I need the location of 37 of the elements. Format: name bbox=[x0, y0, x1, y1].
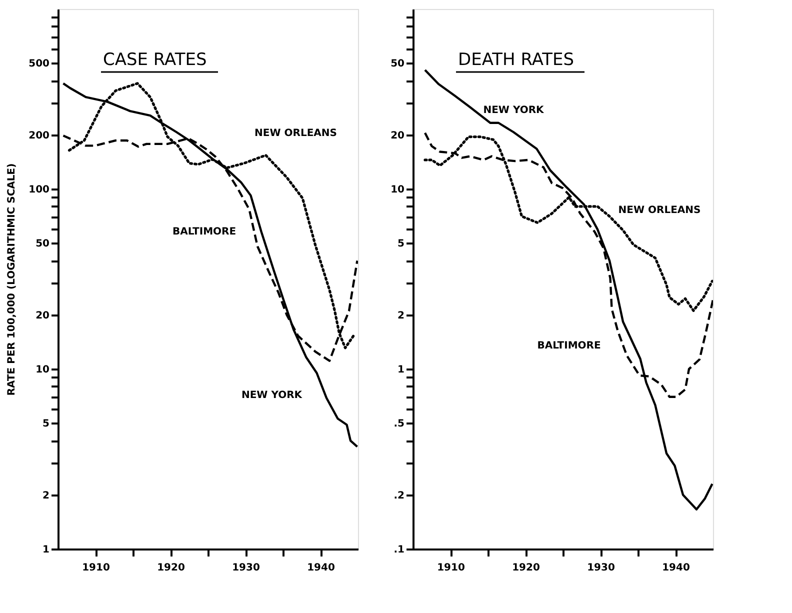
y-tick-label: 2 bbox=[398, 310, 405, 322]
y-tick-label: 200 bbox=[28, 130, 50, 142]
y-tick-label: 5 bbox=[42, 418, 50, 430]
y-tick-label: 20 bbox=[390, 130, 405, 142]
y-tick-label: 500 bbox=[28, 58, 50, 70]
x-tick-label: 1910 bbox=[82, 562, 110, 574]
x-tick-label: 1920 bbox=[512, 562, 540, 574]
y-tick-label: 50 bbox=[36, 238, 50, 250]
annotation: BALTIMORE bbox=[172, 226, 236, 238]
annotation: NEW ORLEANS bbox=[254, 128, 337, 140]
x-tick-label: 1910 bbox=[437, 562, 465, 574]
y-tick-label: 5 bbox=[398, 238, 405, 250]
annotation: NEW YORK bbox=[483, 105, 546, 116]
x-tick-label: 1940 bbox=[662, 562, 690, 574]
annotation: BALTIMORE bbox=[537, 340, 601, 352]
y-tick-label: .5 bbox=[394, 418, 405, 430]
line-series bbox=[424, 68, 713, 510]
y-axis-title: RATE PER 100,000 (LOGARITHMIC SCALE) bbox=[6, 163, 18, 396]
y-tick-label: 1 bbox=[398, 364, 405, 376]
y-tick-label: 50 bbox=[390, 58, 405, 70]
x-tick-label: 1920 bbox=[157, 562, 185, 574]
y-tick-label: 100 bbox=[28, 184, 50, 196]
y-tick-label: 10 bbox=[390, 184, 405, 196]
x-tick-label: 1930 bbox=[587, 562, 615, 574]
y-tick-label: 1 bbox=[42, 544, 50, 556]
x-tick-label: 1940 bbox=[307, 562, 335, 574]
y-tick-label: 2 bbox=[42, 490, 50, 502]
x-tick-label: 1930 bbox=[232, 562, 260, 574]
text: DEATH RATES bbox=[458, 50, 574, 70]
y-tick-label: .2 bbox=[394, 490, 405, 502]
y-tick-label: .1 bbox=[394, 544, 405, 556]
y-tick-label: 10 bbox=[36, 364, 50, 376]
text: CASE RATES bbox=[103, 50, 207, 70]
y-tick-label: 20 bbox=[36, 310, 50, 322]
line-series bbox=[62, 82, 358, 448]
annotation: NEW YORK bbox=[241, 390, 304, 402]
annotation: NEW ORLEANS bbox=[618, 205, 701, 216]
